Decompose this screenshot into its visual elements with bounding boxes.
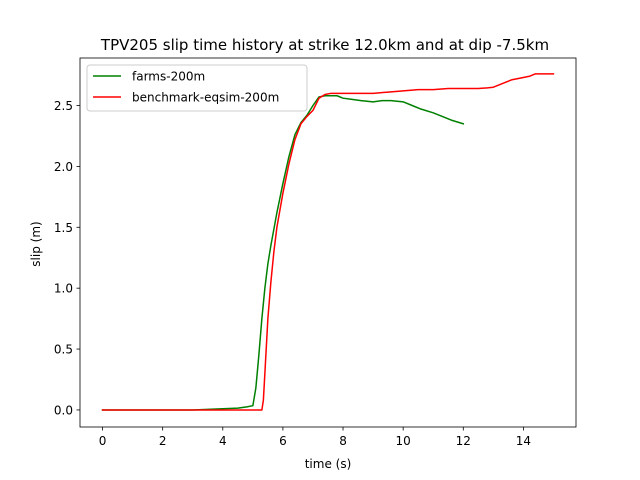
y-tick-label: 1.5 bbox=[54, 221, 73, 235]
y-axis-label: slip (m) bbox=[29, 221, 43, 266]
x-tick-label: 0 bbox=[99, 434, 107, 448]
x-tick-label: 8 bbox=[339, 434, 347, 448]
x-tick-label: 6 bbox=[279, 434, 287, 448]
plot-area: 0 2 4 6 8 10 12 14 0.0 0.5 1.0 1.5 2.0 2.5 bbox=[54, 57, 577, 448]
axes-frame bbox=[79, 57, 577, 428]
x-tick-label: 12 bbox=[456, 434, 471, 448]
chart-title: TPV205 slip time history at strike 12.0k… bbox=[100, 36, 549, 54]
x-tick-label: 14 bbox=[516, 434, 531, 448]
y-tick-label: 2.5 bbox=[54, 99, 73, 113]
x-tick-label: 10 bbox=[396, 434, 411, 448]
legend-label-0: farms-200m bbox=[132, 70, 205, 84]
legend-box bbox=[86, 64, 308, 112]
y-tick-label: 2.0 bbox=[54, 160, 73, 174]
series-line-1 bbox=[101, 73, 555, 411]
y-tick-label: 1.0 bbox=[54, 282, 73, 296]
legend-label-1: benchmark-eqsim-200m bbox=[132, 91, 279, 105]
x-axis-label: time (s) bbox=[305, 457, 352, 471]
legend: farms-200m benchmark-eqsim-200m bbox=[86, 64, 308, 112]
y-tick-label: 0.0 bbox=[54, 403, 73, 417]
series-line-0 bbox=[101, 95, 465, 411]
y-tick-label: 0.5 bbox=[54, 343, 73, 357]
x-tick-label: 4 bbox=[219, 434, 227, 448]
x-tick-label: 2 bbox=[159, 434, 167, 448]
